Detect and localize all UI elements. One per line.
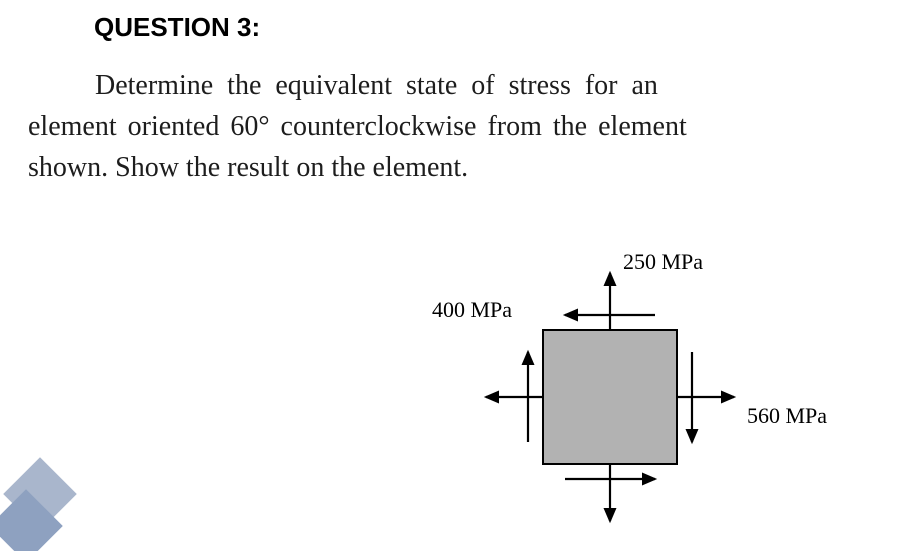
sigma-x-label: 560 MPa: [747, 403, 827, 429]
problem-text-line-3: shown. Show the result on the element.: [28, 152, 468, 184]
question-heading: QUESTION 3:: [94, 12, 260, 43]
stress-element-svg: [425, 245, 895, 545]
problem-text-line-1: Determine the equivalent state of stress…: [95, 70, 658, 102]
tau-xy-label: 400 MPa: [432, 297, 512, 323]
page: QUESTION 3: Determine the equivalent sta…: [0, 0, 921, 551]
stress-element-diagram: 250 MPa 400 MPa 560 MPa: [425, 245, 895, 545]
problem-text-line-2: element oriented 60° counterclockwise fr…: [28, 111, 687, 143]
sigma-y-label: 250 MPa: [623, 249, 703, 275]
